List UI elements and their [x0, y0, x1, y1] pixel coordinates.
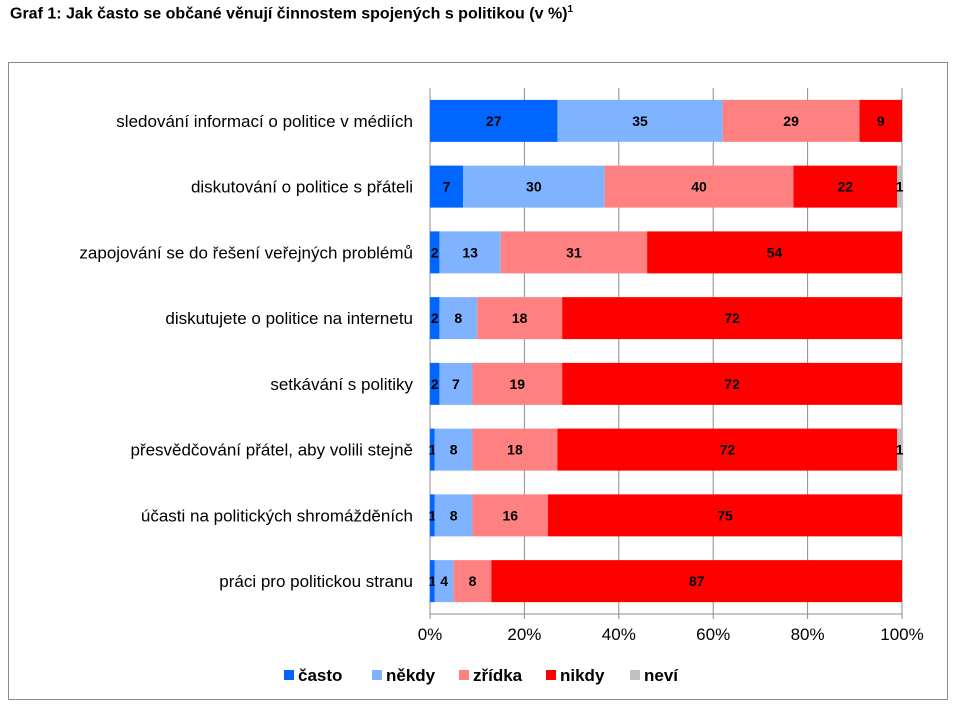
legend-label: zřídka — [473, 666, 523, 685]
x-tick-label: 40% — [602, 625, 636, 644]
category-label: zapojování se do řešení veřejných problé… — [79, 243, 413, 262]
bar-segment — [463, 165, 605, 208]
data-label: 75 — [717, 507, 733, 523]
data-label: 1 — [428, 442, 436, 458]
bar-segment — [430, 99, 558, 142]
bar-segment — [548, 494, 902, 537]
data-label: 13 — [462, 244, 478, 260]
data-label: 1 — [896, 442, 904, 458]
data-label: 8 — [450, 507, 458, 523]
bar-segment — [472, 428, 558, 471]
data-label: 8 — [469, 573, 477, 589]
bar-segment — [439, 231, 501, 274]
legend-swatch — [630, 670, 640, 680]
bar-segment — [722, 99, 860, 142]
bar-segment — [557, 428, 898, 471]
data-label: 40 — [691, 179, 707, 195]
bar-segment — [430, 560, 435, 603]
data-label: 72 — [720, 442, 736, 458]
legend-swatch — [284, 670, 294, 680]
category-label: práci pro politickou stranu — [219, 572, 413, 591]
bar-segment — [472, 494, 548, 537]
bar-segment — [434, 560, 454, 603]
bar-segment — [500, 231, 648, 274]
data-label: 1 — [428, 573, 436, 589]
bar-segment — [793, 165, 898, 208]
category-label: diskutování o politice s přáteli — [191, 178, 413, 197]
data-label: 18 — [512, 310, 528, 326]
legend-label: nikdy — [560, 666, 605, 685]
x-tick-label: 100% — [880, 625, 923, 644]
category-label: účasti na politických shromážděních — [141, 506, 413, 525]
data-label: 4 — [440, 573, 448, 589]
data-label: 7 — [443, 179, 451, 195]
x-tick-label: 20% — [507, 625, 541, 644]
data-label: 8 — [454, 310, 462, 326]
bar-segment — [439, 362, 473, 405]
x-tick-label: 80% — [791, 625, 825, 644]
legend-swatch — [546, 670, 556, 680]
data-label: 18 — [507, 442, 523, 458]
bar-segment — [491, 560, 902, 603]
bar-segment — [430, 231, 440, 274]
bar-segment — [477, 297, 563, 340]
bar-segment — [439, 297, 478, 340]
data-label: 31 — [566, 244, 582, 260]
bar-segment — [562, 362, 902, 405]
chart-frame — [8, 62, 948, 700]
data-label: 2 — [431, 244, 439, 260]
data-label: 30 — [526, 179, 542, 195]
bar-segment — [859, 99, 902, 142]
x-tick-label: 60% — [696, 625, 730, 644]
bar-segment — [430, 165, 464, 208]
bar-segment — [562, 297, 902, 340]
bar-segment — [434, 494, 473, 537]
data-label: 35 — [632, 113, 648, 129]
legend-swatch — [372, 670, 382, 680]
data-label: 7 — [452, 376, 460, 392]
bar-segment — [430, 428, 435, 471]
data-label: 29 — [783, 113, 799, 129]
data-label: 87 — [689, 573, 705, 589]
data-label: 1 — [428, 507, 436, 523]
bar-segment — [557, 99, 723, 142]
bar-segment — [434, 428, 473, 471]
title-footnote: 1 — [567, 4, 574, 15]
bar-segment — [472, 362, 563, 405]
bar-segment — [897, 428, 902, 471]
bar-segment — [430, 494, 435, 537]
bar-segment — [453, 560, 492, 603]
data-label: 22 — [838, 179, 854, 195]
legend-swatch — [459, 670, 469, 680]
legend-label: někdy — [386, 666, 436, 685]
data-label: 2 — [431, 376, 439, 392]
category-label: setkávání s politiky — [270, 375, 413, 394]
data-label: 72 — [724, 376, 740, 392]
chart-title: Graf 1: Jak často se občané věnují činno… — [10, 4, 574, 23]
data-label: 8 — [450, 442, 458, 458]
category-label: diskutujete o politice na internetu — [165, 309, 413, 328]
category-label: přesvědčování přátel, aby volili stejně — [130, 441, 413, 460]
data-label: 72 — [724, 310, 740, 326]
bar-segment — [897, 165, 902, 208]
data-label: 19 — [510, 376, 526, 392]
bar-segment — [430, 297, 440, 340]
data-label: 2 — [431, 310, 439, 326]
legend-label: neví — [644, 666, 679, 685]
bar-segment — [647, 231, 902, 274]
data-label: 27 — [486, 113, 502, 129]
data-label: 1 — [896, 179, 904, 195]
data-label: 16 — [502, 507, 518, 523]
category-label: sledování informací o politice v médiích — [116, 112, 413, 131]
bar-segment — [604, 165, 794, 208]
legend-label: často — [298, 666, 342, 685]
data-label: 54 — [767, 244, 783, 260]
bar-segment — [430, 362, 440, 405]
x-tick-label: 0% — [418, 625, 443, 644]
data-label: 9 — [877, 113, 885, 129]
